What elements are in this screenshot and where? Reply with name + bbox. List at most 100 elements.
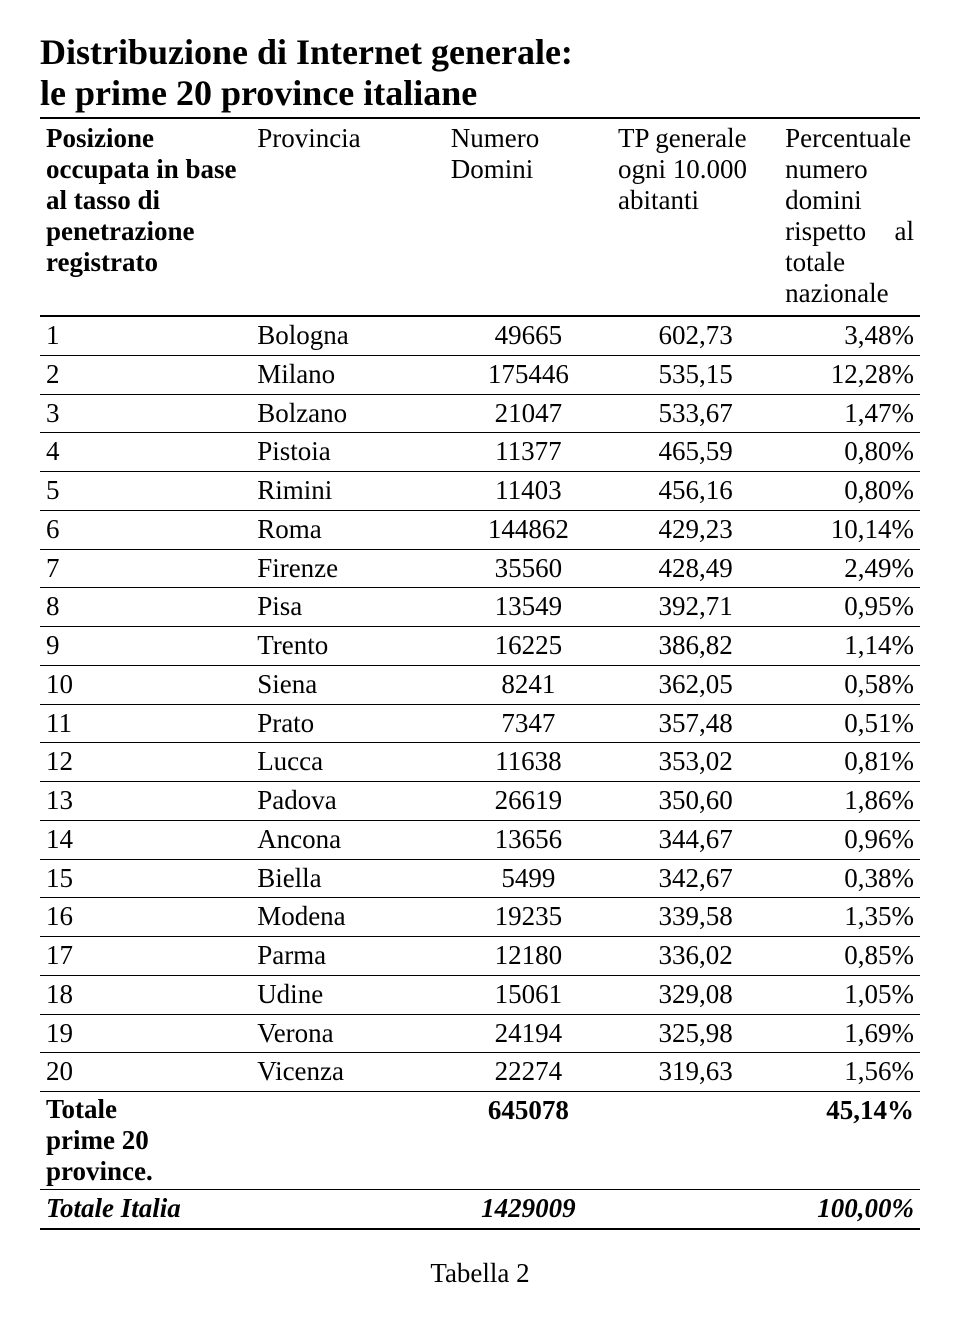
subtotal-prov [251,1092,445,1190]
table-row: 14Ancona13656344,670,96% [40,820,920,859]
grandtotal-prov [251,1190,445,1229]
cell-pct: 0,96% [779,820,920,859]
cell-prov: Vicenza [251,1053,445,1092]
cell-tp: 342,67 [612,859,779,898]
cell-tp: 456,16 [612,472,779,511]
cell-tp: 325,98 [612,1014,779,1053]
page-title-line2: le prime 20 province italiane [40,73,920,114]
cell-prov: Prato [251,704,445,743]
col-header-position-text: Posizione occupata in base al tasso di p… [46,123,245,278]
cell-num: 22274 [445,1053,612,1092]
cell-num: 5499 [445,859,612,898]
cell-prov: Firenze [251,549,445,588]
cell-prov: Modena [251,898,445,937]
cell-tp: 353,02 [612,743,779,782]
cell-pct: 1,56% [779,1053,920,1092]
cell-num: 35560 [445,549,612,588]
cell-pos: 8 [40,588,251,627]
grandtotal-pct: 100,00% [779,1190,920,1229]
table-header-row: Posizione occupata in base al tasso di p… [40,119,920,316]
cell-pos: 6 [40,510,251,549]
col-header-numero-domini: Numero Domini [445,119,612,316]
col-header-provincia: Provincia [251,119,445,316]
cell-pos: 5 [40,472,251,511]
cell-pos: 15 [40,859,251,898]
cell-prov: Pistoia [251,433,445,472]
subtotal-tp [612,1092,779,1190]
cell-prov: Biella [251,859,445,898]
cell-tp: 339,58 [612,898,779,937]
cell-pct: 0,38% [779,859,920,898]
cell-num: 21047 [445,394,612,433]
page-title-block: Distribuzione di Internet generale: le p… [40,32,920,119]
grandtotal-tp [612,1190,779,1229]
cell-pct: 0,80% [779,472,920,511]
table-row: 8Pisa13549392,710,95% [40,588,920,627]
cell-prov: Lucca [251,743,445,782]
cell-prov: Pisa [251,588,445,627]
table-subtotal-row: Totaleprime 20province.64507845,14% [40,1092,920,1190]
cell-pos: 3 [40,394,251,433]
cell-prov: Roma [251,510,445,549]
cell-pct: 0,58% [779,665,920,704]
cell-prov: Rimini [251,472,445,511]
col-header-tp-generale: TP generale ogni 10.000 abitanti [612,119,779,316]
cell-pct: 12,28% [779,355,920,394]
page-title-line1: Distribuzione di Internet generale: [40,32,920,73]
cell-pct: 0,80% [779,433,920,472]
cell-pos: 20 [40,1053,251,1092]
cell-pos: 12 [40,743,251,782]
cell-pct: 1,05% [779,975,920,1014]
cell-tp: 602,73 [612,316,779,355]
cell-prov: Bolzano [251,394,445,433]
cell-num: 26619 [445,782,612,821]
cell-num: 11638 [445,743,612,782]
table-row: 5Rimini11403456,160,80% [40,472,920,511]
cell-pct: 3,48% [779,316,920,355]
cell-pos: 11 [40,704,251,743]
cell-tp: 362,05 [612,665,779,704]
cell-pos: 18 [40,975,251,1014]
cell-pos: 14 [40,820,251,859]
table-row: 12Lucca11638353,020,81% [40,743,920,782]
cell-tp: 428,49 [612,549,779,588]
table-grandtotal-row: Totale Italia 1429009 100,00% [40,1190,920,1229]
table-row: 10Siena8241362,050,58% [40,665,920,704]
cell-pct: 0,81% [779,743,920,782]
cell-pct: 10,14% [779,510,920,549]
cell-tp: 535,15 [612,355,779,394]
col-header-percentuale: Percentuale numero domini rispetto al to… [779,119,920,316]
cell-pct: 1,86% [779,782,920,821]
cell-num: 13656 [445,820,612,859]
table-row: 15Biella5499342,670,38% [40,859,920,898]
cell-tp: 350,60 [612,782,779,821]
cell-pos: 10 [40,665,251,704]
table-row: 11Prato7347357,480,51% [40,704,920,743]
table-row: 16Modena19235339,581,35% [40,898,920,937]
cell-num: 144862 [445,510,612,549]
table-row: 2Milano175446535,1512,28% [40,355,920,394]
cell-pos: 13 [40,782,251,821]
cell-pct: 1,47% [779,394,920,433]
table-row: 19Verona24194325,981,69% [40,1014,920,1053]
cell-pos: 17 [40,937,251,976]
cell-num: 19235 [445,898,612,937]
table-body: 1Bologna49665602,733,48%2Milano175446535… [40,316,920,1229]
cell-tp: 386,82 [612,627,779,666]
cell-num: 16225 [445,627,612,666]
cell-tp: 533,67 [612,394,779,433]
cell-tp: 429,23 [612,510,779,549]
cell-pos: 2 [40,355,251,394]
cell-pct: 0,85% [779,937,920,976]
cell-num: 7347 [445,704,612,743]
subtotal-num: 645078 [445,1092,612,1190]
cell-tp: 319,63 [612,1053,779,1092]
cell-num: 11403 [445,472,612,511]
cell-pos: 4 [40,433,251,472]
grandtotal-num: 1429009 [445,1190,612,1229]
provinces-table: Posizione occupata in base al tasso di p… [40,119,920,1230]
table-row: 4Pistoia11377465,590,80% [40,433,920,472]
grandtotal-label: Totale Italia [40,1190,251,1229]
table-row: 17Parma12180336,020,85% [40,937,920,976]
table-row: 13Padova26619350,601,86% [40,782,920,821]
